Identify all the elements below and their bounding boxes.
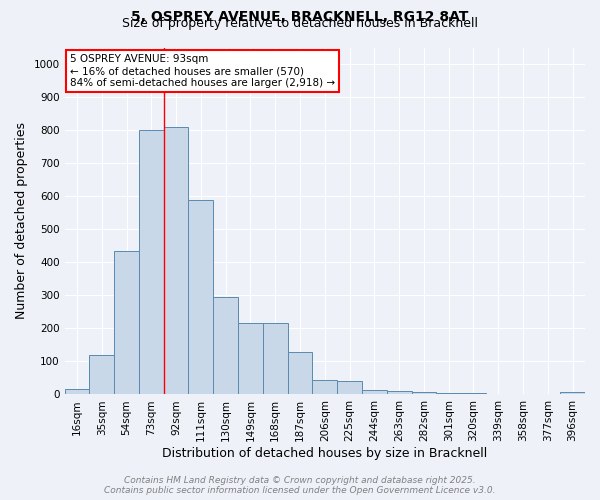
- Bar: [337, 381, 362, 394]
- Bar: [387, 392, 412, 394]
- Bar: [114, 250, 139, 394]
- Bar: [560, 392, 585, 394]
- Text: Size of property relative to detached houses in Bracknell: Size of property relative to detached ho…: [122, 18, 478, 30]
- Text: 5, OSPREY AVENUE, BRACKNELL, RG12 8AT: 5, OSPREY AVENUE, BRACKNELL, RG12 8AT: [131, 10, 469, 24]
- Bar: [436, 393, 461, 394]
- Bar: [461, 393, 486, 394]
- Bar: [412, 392, 436, 394]
- Text: 5 OSPREY AVENUE: 93sqm
← 16% of detached houses are smaller (570)
84% of semi-de: 5 OSPREY AVENUE: 93sqm ← 16% of detached…: [70, 54, 335, 88]
- Y-axis label: Number of detached properties: Number of detached properties: [15, 122, 28, 320]
- Text: Contains HM Land Registry data © Crown copyright and database right 2025.
Contai: Contains HM Land Registry data © Crown c…: [104, 476, 496, 495]
- Bar: [362, 390, 387, 394]
- Bar: [313, 380, 337, 394]
- Bar: [263, 324, 287, 394]
- Bar: [139, 130, 164, 394]
- Bar: [65, 389, 89, 394]
- Bar: [213, 297, 238, 394]
- X-axis label: Distribution of detached houses by size in Bracknell: Distribution of detached houses by size …: [162, 447, 487, 460]
- Bar: [287, 352, 313, 395]
- Bar: [238, 324, 263, 394]
- Bar: [188, 200, 213, 394]
- Bar: [164, 127, 188, 394]
- Bar: [89, 355, 114, 395]
